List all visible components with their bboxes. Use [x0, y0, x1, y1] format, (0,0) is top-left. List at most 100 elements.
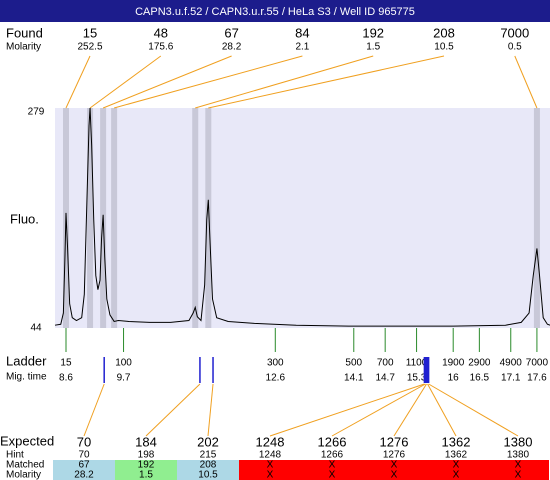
matched: X [267, 460, 274, 471]
ladder-size: 15 [60, 358, 72, 369]
connector [331, 383, 426, 437]
ladder-time: 8.6 [59, 373, 73, 384]
hint: 1248 [259, 450, 282, 461]
connector [145, 383, 201, 437]
matched: X [329, 460, 336, 471]
matched-molarity: X [329, 470, 336, 480]
connector [428, 383, 519, 437]
found-size: 15 [83, 25, 97, 40]
hint: 1266 [321, 450, 344, 461]
ladder-label: Ladder [6, 353, 47, 368]
found-size: 48 [154, 25, 168, 40]
ladder-time: 17.1 [501, 373, 521, 384]
title: CAPN3.u.f.52 / CAPN3.u.r.55 / HeLa S3 / … [135, 6, 415, 18]
connector [207, 383, 214, 437]
found-molarity: 1.5 [366, 42, 380, 53]
connector [514, 55, 538, 109]
expected-value: 202 [197, 434, 219, 449]
ladder-time: 15.3 [407, 373, 427, 384]
found-label: Found [6, 25, 43, 40]
connector [427, 383, 457, 437]
found-size: 67 [224, 25, 238, 40]
match-cell [115, 460, 177, 480]
peak-band [111, 108, 118, 328]
matched: 67 [78, 460, 90, 471]
peak-band [533, 108, 540, 328]
hint-label: Hint [6, 450, 24, 461]
title-bar [0, 0, 550, 22]
matched: X [391, 460, 398, 471]
matched-molarity: X [267, 470, 274, 480]
connector [83, 383, 105, 437]
connector [208, 55, 445, 109]
ladder-time: 17.6 [527, 373, 547, 384]
connector [393, 383, 427, 437]
y-tick-label: 279 [28, 107, 45, 118]
ladder-size: 500 [345, 358, 362, 369]
expected-value: 1266 [318, 434, 347, 449]
hint: 215 [200, 450, 217, 461]
y-label: Fluo. [10, 211, 39, 226]
connector [65, 55, 91, 109]
expected-value: 184 [135, 434, 157, 449]
matched: 192 [138, 460, 155, 471]
matched: 208 [200, 460, 217, 471]
matched-molarity: X [391, 470, 398, 480]
found-molarity: 0.5 [508, 42, 522, 53]
hint: 70 [78, 450, 90, 461]
found-molarity: 175.6 [148, 42, 173, 53]
ladder-size: 4900 [500, 358, 523, 369]
ladder-size: 100 [115, 358, 132, 369]
ladder-time: 12.6 [266, 373, 286, 384]
ladder-size: 1100 [406, 358, 428, 369]
found-molarity: 2.1 [295, 42, 309, 53]
hint: 198 [138, 450, 155, 461]
matched-molarity: 28.2 [74, 470, 94, 480]
peak-band [205, 108, 212, 328]
connector [269, 383, 425, 437]
ladder-time: 16 [448, 373, 460, 384]
found-size: 7000 [500, 25, 529, 40]
molarity-label: Molarity [6, 42, 41, 53]
ladder-size: 1900 [442, 358, 465, 369]
expected-value: 1362 [442, 434, 471, 449]
connector [102, 55, 232, 109]
found-molarity: 28.2 [222, 42, 242, 53]
found-molarity: 10.5 [434, 42, 454, 53]
ladder-time: 16.5 [470, 373, 490, 384]
matched: X [453, 460, 460, 471]
match-cell [177, 460, 239, 480]
match-cell [53, 460, 115, 480]
expected-value: 1380 [504, 434, 533, 449]
found-size: 208 [433, 25, 455, 40]
plot-area [55, 108, 550, 328]
ladder-size: 700 [377, 358, 394, 369]
trace [54, 107, 550, 327]
ladder-size: 7000 [526, 358, 549, 369]
match-cell [487, 460, 549, 480]
match-cell [425, 460, 487, 480]
match-cell [363, 460, 425, 480]
ladder-time: 14.1 [344, 373, 364, 384]
match-cell [301, 460, 363, 480]
connector [89, 55, 162, 109]
peak-band [192, 108, 199, 328]
match-cell [239, 460, 301, 480]
matched-molarity: X [453, 470, 460, 480]
peak-band [87, 108, 94, 328]
matched-label: Matched [6, 460, 44, 471]
ladder-size: 300 [267, 358, 284, 369]
ladder-time: 14.7 [375, 373, 395, 384]
found-molarity: 252.5 [77, 42, 102, 53]
connector [113, 55, 303, 109]
hint: 1362 [445, 450, 468, 461]
ladder-time: 9.7 [117, 373, 131, 384]
matched-molarity: 10.5 [198, 470, 218, 480]
expected-value: 1276 [380, 434, 409, 449]
mig-time-label: Mig. time [6, 372, 47, 383]
expected-label: Expected [0, 433, 54, 448]
matched-molarity: 1.5 [139, 470, 153, 480]
expected-value: 70 [77, 434, 91, 449]
hint: 1380 [507, 450, 530, 461]
